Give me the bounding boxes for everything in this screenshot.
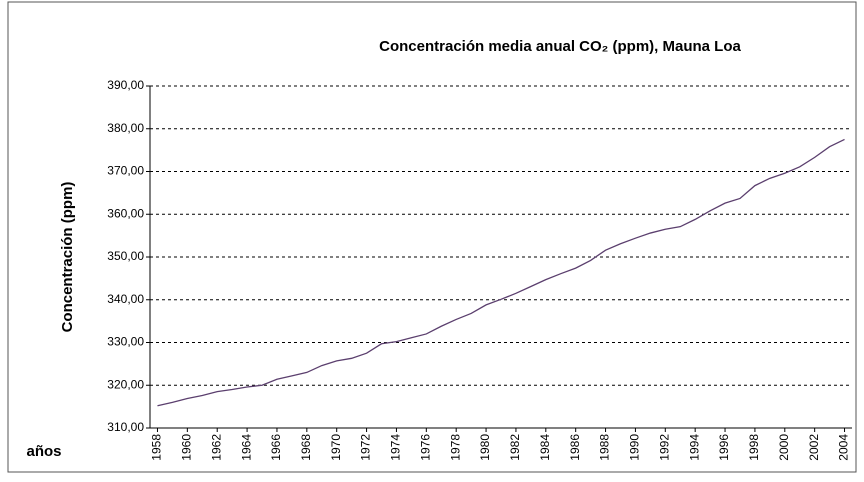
chart-title: Concentración media anual CO₂ (ppm), Mau… [379, 38, 741, 55]
x-tick-label: 1994 [687, 434, 701, 461]
y-tick-label: 380,00 [107, 121, 144, 135]
x-tick-label: 1988 [598, 434, 612, 461]
x-tick-label: 1980 [478, 434, 492, 461]
x-tick-label: 1990 [628, 434, 642, 461]
y-tick-label: 320,00 [107, 377, 144, 391]
x-tick-label: 1974 [389, 434, 403, 461]
y-tick-label: 390,00 [107, 78, 144, 92]
y-tick-label: 350,00 [107, 249, 144, 263]
chart-frame [7, 1, 857, 473]
x-tick-label: 1970 [329, 434, 343, 461]
x-tick-label: 1966 [269, 434, 283, 461]
x-tick-label: 1958 [150, 434, 164, 461]
x-tick-label: 1972 [359, 434, 373, 461]
x-tick-label: 1998 [747, 434, 761, 461]
x-tick-label: 2002 [807, 434, 821, 461]
x-tick-label: 1986 [568, 434, 582, 461]
data-line [157, 138, 845, 407]
x-tick-label: 1976 [418, 434, 432, 461]
y-tick-label: 310,00 [107, 420, 144, 434]
x-axis-title: años [26, 443, 61, 460]
y-tick-label: 370,00 [107, 164, 144, 178]
x-tick-label: 1984 [538, 434, 552, 461]
x-tick-label: 1982 [508, 434, 522, 461]
x-tick-label: 1962 [209, 434, 223, 461]
x-tick-label: 2000 [777, 434, 791, 461]
x-tick-label: 1964 [239, 434, 253, 461]
x-tick-label: 1968 [299, 434, 313, 461]
y-tick-label: 360,00 [107, 206, 144, 220]
x-tick-label: 1978 [448, 434, 462, 461]
x-tick-label: 2004 [837, 434, 851, 461]
y-axis-title: Concentración (ppm) [59, 182, 76, 333]
x-tick-label: 1992 [657, 434, 671, 461]
y-tick-label: 330,00 [107, 335, 144, 349]
x-tick-label: 1996 [717, 434, 731, 461]
x-tick-label: 1960 [180, 434, 194, 461]
y-tick-label: 340,00 [107, 292, 144, 306]
